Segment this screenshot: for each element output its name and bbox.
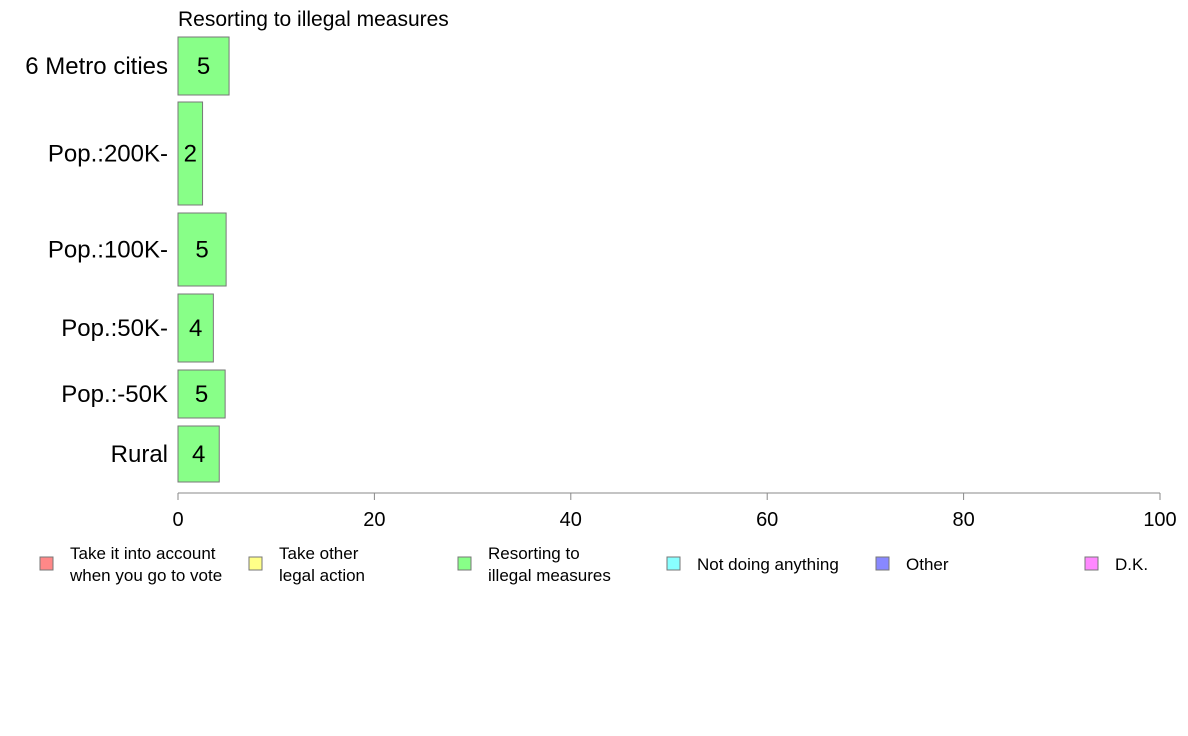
legend-label: Take it into account — [70, 544, 216, 563]
category-label: Pop.:50K- — [61, 315, 168, 342]
bar — [177, 369, 226, 419]
legend-label: Take other — [279, 544, 359, 563]
category-label: 6 Metro cities — [25, 53, 168, 80]
chart-title: Resorting to illegal measures — [178, 8, 449, 31]
legend-label: Not doing anything — [697, 555, 839, 574]
bars-group: 5 6 Metro cities 2 Pop.:200K- 5 Pop.:100K- 4 Po… — [25, 36, 230, 483]
category-label: Rural — [111, 441, 168, 468]
legend-label: when you go to vote — [69, 566, 222, 585]
x-tick-label: 100 — [1143, 509, 1176, 531]
bar — [177, 101, 204, 206]
legend-swatch — [248, 556, 263, 571]
bar — [177, 425, 220, 483]
category-label: Pop.:100K- — [48, 237, 168, 264]
category-label: Pop.:-50K — [61, 381, 168, 408]
x-tick-label: 60 — [756, 509, 778, 531]
x-tick-label: 80 — [952, 509, 974, 531]
bar — [177, 36, 230, 96]
x-tick-label: 0 — [172, 509, 183, 531]
data-label: 5 — [197, 53, 210, 80]
data-label: 4 — [192, 441, 205, 468]
x-tick-label: 20 — [363, 509, 385, 531]
legend-label: legal action — [279, 566, 365, 585]
legend-swatch — [39, 556, 54, 571]
legend-swatch — [666, 556, 681, 571]
category-label: Pop.:200K- — [48, 141, 168, 168]
legend-swatch — [1084, 556, 1099, 571]
legend-label: Resorting to — [488, 544, 580, 563]
legend-label: Other — [906, 555, 949, 574]
x-tick-label: 40 — [560, 509, 582, 531]
legend-label: D.K. — [1115, 555, 1148, 574]
data-label: 2 — [184, 141, 197, 168]
legend-swatch — [875, 556, 890, 571]
legend: Take it into account when you go to vote T… — [39, 544, 1148, 585]
legend-label: illegal measures — [488, 566, 611, 585]
bar — [177, 212, 227, 287]
bar — [177, 293, 214, 363]
legend-swatch — [457, 556, 472, 571]
data-label: 5 — [195, 381, 208, 408]
data-label: 5 — [195, 237, 208, 264]
data-label: 4 — [189, 315, 202, 342]
x-axis: 0 20 40 60 80 100 — [172, 492, 1177, 531]
